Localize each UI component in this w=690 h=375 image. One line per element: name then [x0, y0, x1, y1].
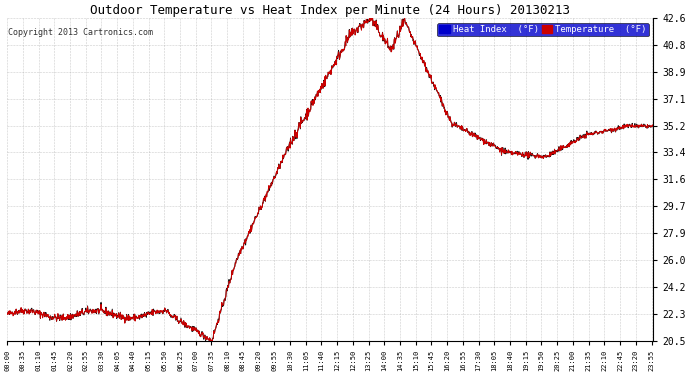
- Title: Outdoor Temperature vs Heat Index per Minute (24 Hours) 20130213: Outdoor Temperature vs Heat Index per Mi…: [90, 4, 570, 17]
- Legend: Heat Index  (°F), Temperature  (°F): Heat Index (°F), Temperature (°F): [437, 23, 649, 36]
- Text: Copyright 2013 Cartronics.com: Copyright 2013 Cartronics.com: [8, 28, 152, 37]
